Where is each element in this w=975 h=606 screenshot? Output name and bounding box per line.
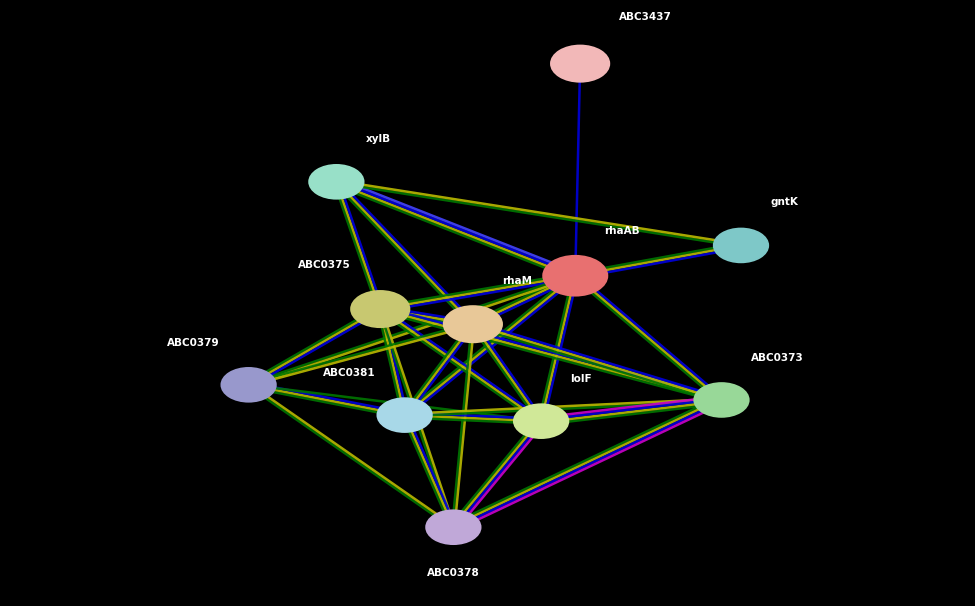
Text: ABC0379: ABC0379 <box>167 338 219 348</box>
Text: ABC3437: ABC3437 <box>619 12 672 22</box>
Circle shape <box>444 306 502 342</box>
Text: xylB: xylB <box>366 133 391 144</box>
Text: rhaM: rhaM <box>502 276 532 286</box>
Text: rhaAB: rhaAB <box>604 225 641 236</box>
Circle shape <box>514 404 568 438</box>
Circle shape <box>377 398 432 432</box>
Circle shape <box>309 165 364 199</box>
Text: ABC0378: ABC0378 <box>427 568 480 579</box>
Circle shape <box>221 368 276 402</box>
Text: ABC0375: ABC0375 <box>298 259 351 270</box>
Circle shape <box>351 291 410 327</box>
Circle shape <box>426 510 481 544</box>
Text: lolF: lolF <box>570 374 592 384</box>
Circle shape <box>714 228 768 262</box>
Text: gntK: gntK <box>770 197 799 207</box>
Circle shape <box>694 383 749 417</box>
Circle shape <box>543 256 607 296</box>
Text: ABC0381: ABC0381 <box>323 368 375 378</box>
Circle shape <box>551 45 609 82</box>
Text: ABC0373: ABC0373 <box>751 353 803 363</box>
